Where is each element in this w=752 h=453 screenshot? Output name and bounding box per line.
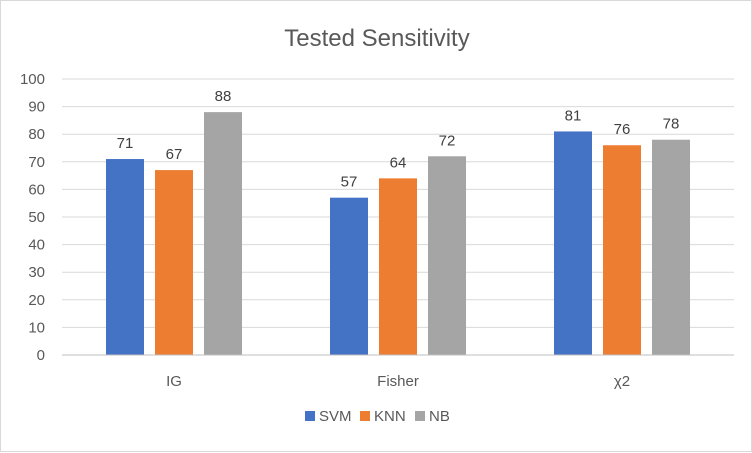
y-tick-label: 90 (28, 99, 45, 116)
y-axis: 0 10 20 30 40 50 60 70 80 90 100 (20, 71, 45, 364)
y-tick-label: 30 (28, 264, 45, 281)
data-label: 76 (614, 121, 631, 138)
data-label: 88 (215, 88, 232, 105)
y-tick-label: 10 (28, 319, 45, 336)
y-tick-label: 40 (28, 237, 45, 254)
y-tick-label: 20 (28, 292, 45, 309)
y-tick-label: 0 (37, 347, 45, 364)
x-tick-label: IG (166, 373, 182, 390)
bar (428, 156, 466, 355)
chart-title: Tested Sensitivity (284, 25, 469, 52)
legend: SVM KNN NB (305, 408, 450, 425)
data-label: 71 (117, 135, 134, 152)
data-label: 64 (390, 154, 407, 171)
data-label: 67 (166, 146, 183, 163)
y-tick-label: 50 (28, 209, 45, 226)
legend-swatch (415, 411, 425, 421)
bar (652, 139, 690, 355)
y-tick-label: 80 (28, 126, 45, 143)
bar (106, 159, 144, 355)
legend-swatch (305, 411, 315, 421)
bar (603, 145, 641, 355)
bar (554, 131, 592, 355)
legend-label: KNN (374, 408, 406, 425)
legend-label: SVM (319, 408, 352, 425)
y-tick-label: 100 (20, 71, 45, 88)
y-tick-label: 60 (28, 181, 45, 198)
bar (155, 170, 193, 355)
bars: 71 67 88 57 64 72 81 76 78 (106, 88, 690, 356)
data-label: 57 (341, 174, 358, 191)
y-tick-label: 70 (28, 154, 45, 171)
legend-swatch (360, 411, 370, 421)
data-label: 78 (663, 116, 680, 133)
x-tick-label: χ2 (614, 373, 630, 390)
data-label: 81 (565, 107, 582, 124)
bar (204, 112, 242, 356)
legend-label: NB (429, 408, 450, 425)
bar (379, 178, 417, 355)
data-label: 72 (439, 132, 456, 149)
bar (330, 197, 368, 355)
x-axis: IG Fisher χ2 (62, 354, 734, 390)
x-tick-label: Fisher (377, 373, 419, 390)
